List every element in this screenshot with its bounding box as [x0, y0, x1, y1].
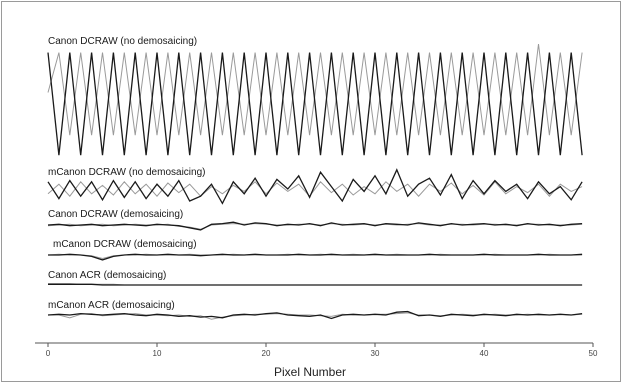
panel-label: mCanon DCRAW (demosaicing): [53, 239, 197, 250]
panel-6: mCanon ACR (demosaicing): [47, 300, 583, 320]
x-tick-label: 50: [589, 349, 598, 358]
series-line-dark: [47, 168, 583, 205]
panel-label: mCanon DCRAW (no demosaicing): [48, 167, 205, 178]
panels-group: Canon DCRAW (no demosaicing) mCanon DCRAW…: [47, 36, 583, 320]
series-line-dark: [47, 221, 583, 231]
x-tick-label: 10: [153, 349, 162, 358]
series-line-light: [47, 181, 583, 197]
panel-label: Canon ACR (demosaicing): [48, 270, 166, 281]
x-tick-label: 20: [262, 349, 271, 358]
panel-1: Canon DCRAW (no demosaicing): [47, 36, 583, 156]
panel-label: Canon DCRAW (no demosaicing): [48, 36, 197, 47]
x-tick-label: 0: [46, 349, 51, 358]
panel-label: Canon DCRAW (demosaicing): [48, 209, 183, 220]
panel-2: mCanon DCRAW (no demosaicing): [47, 167, 583, 205]
panel-label: mCanon ACR (demosaicing): [48, 300, 175, 311]
series-line-dark: [47, 310, 583, 320]
panel-5: Canon ACR (demosaicing): [48, 270, 583, 286]
series-line-dark: [47, 52, 583, 156]
series-line-light: [47, 43, 583, 136]
x-ticks-group: 0 10 20 30 40 50: [46, 343, 598, 358]
panel-4: mCanon DCRAW (demosaicing): [47, 239, 583, 261]
panel-3: Canon DCRAW (demosaicing): [47, 209, 583, 231]
series-line-dark: [48, 283, 583, 286]
x-tick-label: 30: [371, 349, 380, 358]
x-tick-label: 40: [480, 349, 489, 358]
x-axis-title: Pixel Number: [274, 365, 346, 379]
series-line-dark: [48, 253, 583, 261]
